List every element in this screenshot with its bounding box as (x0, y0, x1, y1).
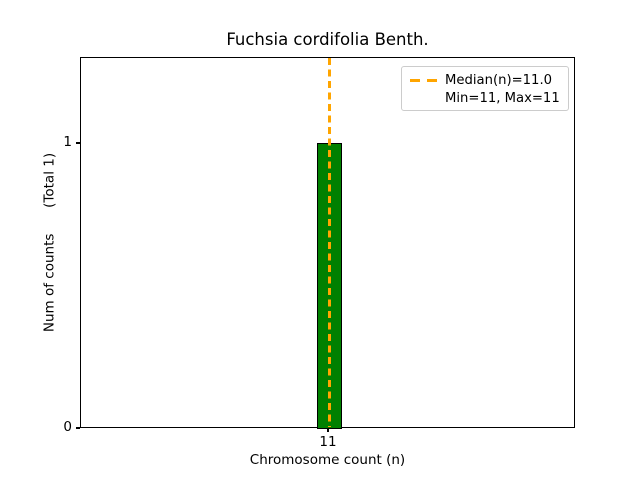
plot-area (80, 57, 575, 429)
chart-title: Fuchsia cordifolia Benth. (226, 30, 429, 49)
y-axis-label: Num of counts (Total 1) (41, 152, 58, 333)
legend-label-median: Median(n)=11.0 (445, 72, 553, 88)
orange-dashed-line-icon (410, 79, 437, 82)
y-tick-mark-0 (76, 427, 80, 429)
y-tick-label-1: 1 (63, 134, 72, 150)
y-tick-label-0: 0 (63, 419, 72, 435)
legend-entry-minmax: Min=11, Max=11 (410, 90, 560, 108)
x-tick-mark-11 (327, 428, 329, 432)
legend-sample-blank (410, 98, 437, 101)
legend-entry-median: Median(n)=11.0 (410, 72, 560, 90)
median-dashed-line (328, 58, 331, 427)
legend: Median(n)=11.0 Min=11, Max=11 (401, 66, 569, 111)
y-tick-mark-1 (76, 142, 80, 144)
x-tick-label-11: 11 (319, 434, 337, 450)
legend-label-minmax: Min=11, Max=11 (445, 91, 560, 107)
x-axis-label: Chromosome count (n) (249, 452, 406, 468)
